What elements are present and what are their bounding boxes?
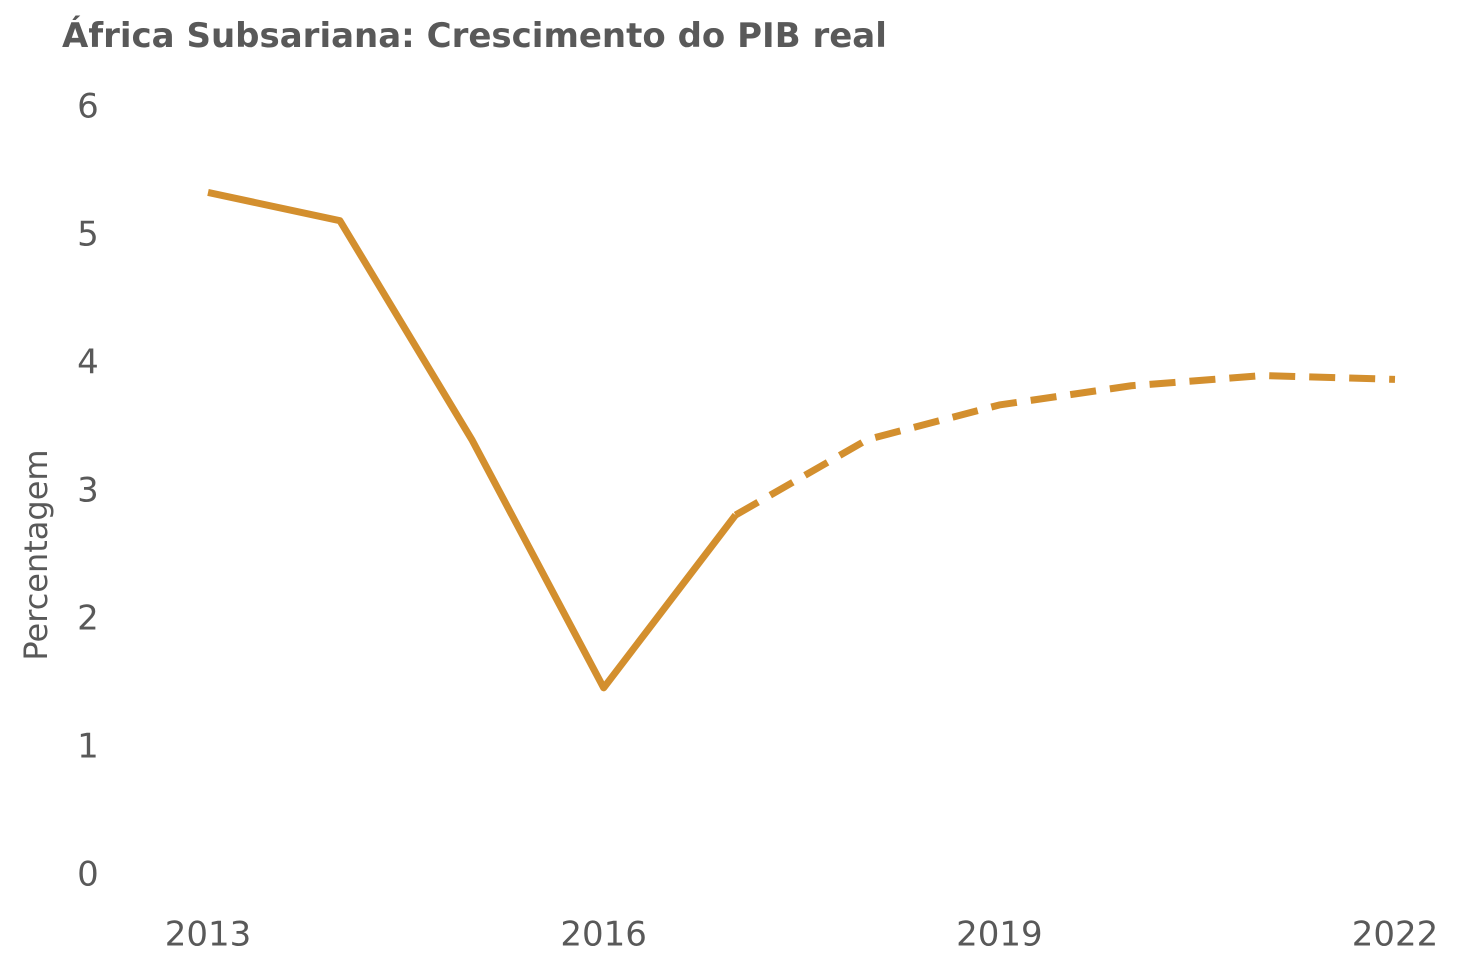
y-tick-label: 4	[77, 343, 99, 383]
y-tick-label: 3	[77, 471, 99, 511]
y-tick-label: 0	[77, 855, 99, 895]
x-tick-label: 2013	[165, 915, 252, 955]
data-line	[207, 189, 739, 692]
y-tick-label: 1	[77, 727, 99, 767]
x-tick-label: 2019	[956, 915, 1043, 955]
y-tick-label: 2	[77, 599, 99, 639]
data-line	[733, 372, 1396, 519]
x-tick-label: 2016	[560, 915, 647, 955]
chart-title: África Subsariana: Crescimento do PIB re…	[62, 15, 887, 56]
y-tick-label: 5	[77, 215, 99, 255]
y-tick-label: 6	[77, 87, 99, 127]
x-tick-label: 2022	[1352, 915, 1439, 955]
y-axis-label: Percentagem	[17, 449, 55, 660]
